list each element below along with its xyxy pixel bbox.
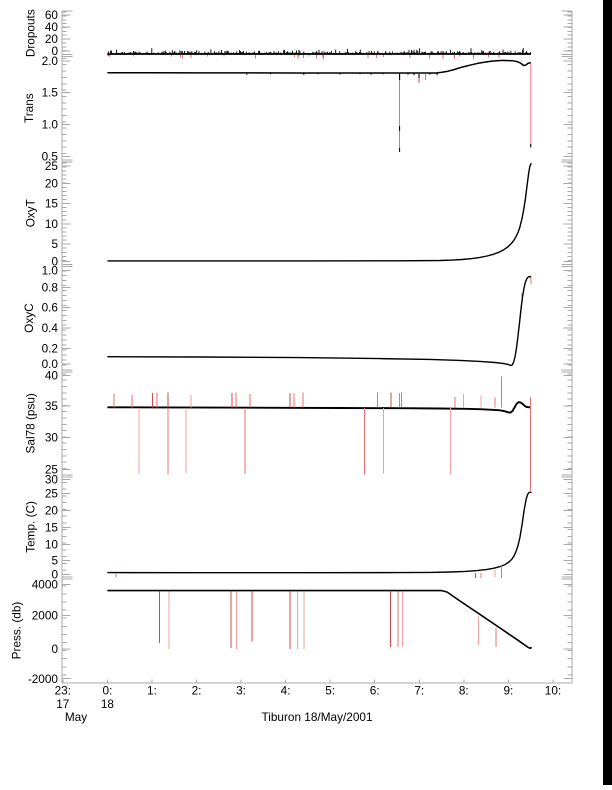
svg-text:23:: 23: bbox=[55, 684, 71, 698]
svg-text:May: May bbox=[65, 710, 87, 724]
svg-text:0.5: 0.5 bbox=[42, 150, 59, 164]
svg-text:Tiburon 18/May/2001: Tiburon 18/May/2001 bbox=[261, 710, 372, 724]
svg-text:30: 30 bbox=[45, 473, 59, 487]
svg-text:0.0: 0.0 bbox=[42, 357, 59, 371]
svg-text:0.6: 0.6 bbox=[42, 301, 59, 315]
svg-text:40: 40 bbox=[45, 20, 59, 34]
svg-text:0: 0 bbox=[51, 255, 58, 269]
svg-text:0:: 0: bbox=[102, 684, 112, 698]
svg-text:1:: 1: bbox=[147, 684, 157, 698]
svg-text:Temp. (C): Temp. (C) bbox=[24, 501, 38, 553]
svg-text:0: 0 bbox=[51, 44, 58, 58]
svg-text:Sal78 (psu): Sal78 (psu) bbox=[24, 393, 38, 453]
svg-text:8:: 8: bbox=[459, 684, 469, 698]
svg-text:0: 0 bbox=[51, 568, 58, 582]
svg-text:9:: 9: bbox=[503, 684, 513, 698]
svg-text:40: 40 bbox=[45, 369, 59, 383]
svg-text:4:: 4: bbox=[281, 684, 291, 698]
svg-text:0: 0 bbox=[51, 642, 58, 656]
svg-text:0.8: 0.8 bbox=[42, 281, 59, 295]
svg-text:4000: 4000 bbox=[32, 578, 59, 592]
svg-text:25: 25 bbox=[45, 159, 59, 173]
svg-text:10:: 10: bbox=[545, 684, 561, 698]
svg-text:60: 60 bbox=[45, 8, 59, 22]
svg-text:17: 17 bbox=[56, 697, 69, 711]
svg-text:20: 20 bbox=[45, 177, 59, 191]
svg-text:15: 15 bbox=[45, 521, 59, 535]
svg-text:18: 18 bbox=[101, 697, 115, 711]
svg-text:20: 20 bbox=[45, 32, 59, 46]
svg-text:5:: 5: bbox=[325, 684, 335, 698]
svg-text:Trans: Trans bbox=[22, 93, 36, 123]
svg-text:20: 20 bbox=[45, 504, 59, 518]
svg-text:7:: 7: bbox=[414, 684, 424, 698]
svg-text:0.2: 0.2 bbox=[42, 342, 58, 356]
svg-text:1.0: 1.0 bbox=[42, 118, 59, 132]
svg-text:10: 10 bbox=[45, 217, 59, 231]
svg-text:25: 25 bbox=[45, 463, 59, 477]
svg-text:2000: 2000 bbox=[32, 609, 59, 623]
svg-text:1.0: 1.0 bbox=[42, 264, 59, 278]
svg-text:OxyC: OxyC bbox=[22, 303, 36, 333]
svg-text:25: 25 bbox=[45, 487, 59, 501]
svg-text:-2000: -2000 bbox=[28, 672, 59, 686]
svg-text:1.5: 1.5 bbox=[42, 86, 59, 100]
svg-text:0.4: 0.4 bbox=[42, 321, 59, 335]
svg-text:35: 35 bbox=[45, 399, 59, 413]
svg-text:Press. (db): Press. (db) bbox=[9, 602, 23, 660]
svg-text:5: 5 bbox=[51, 554, 58, 568]
svg-text:Dropouts: Dropouts bbox=[24, 9, 38, 57]
svg-text:10: 10 bbox=[45, 538, 59, 552]
svg-text:30: 30 bbox=[45, 431, 59, 445]
svg-text:15: 15 bbox=[45, 197, 59, 211]
svg-text:OxyT: OxyT bbox=[24, 199, 38, 227]
svg-text:5: 5 bbox=[51, 237, 58, 251]
svg-text:2.0: 2.0 bbox=[42, 54, 59, 68]
svg-text:2:: 2: bbox=[192, 684, 202, 698]
svg-text:3:: 3: bbox=[236, 684, 246, 698]
svg-text:6:: 6: bbox=[370, 684, 380, 698]
